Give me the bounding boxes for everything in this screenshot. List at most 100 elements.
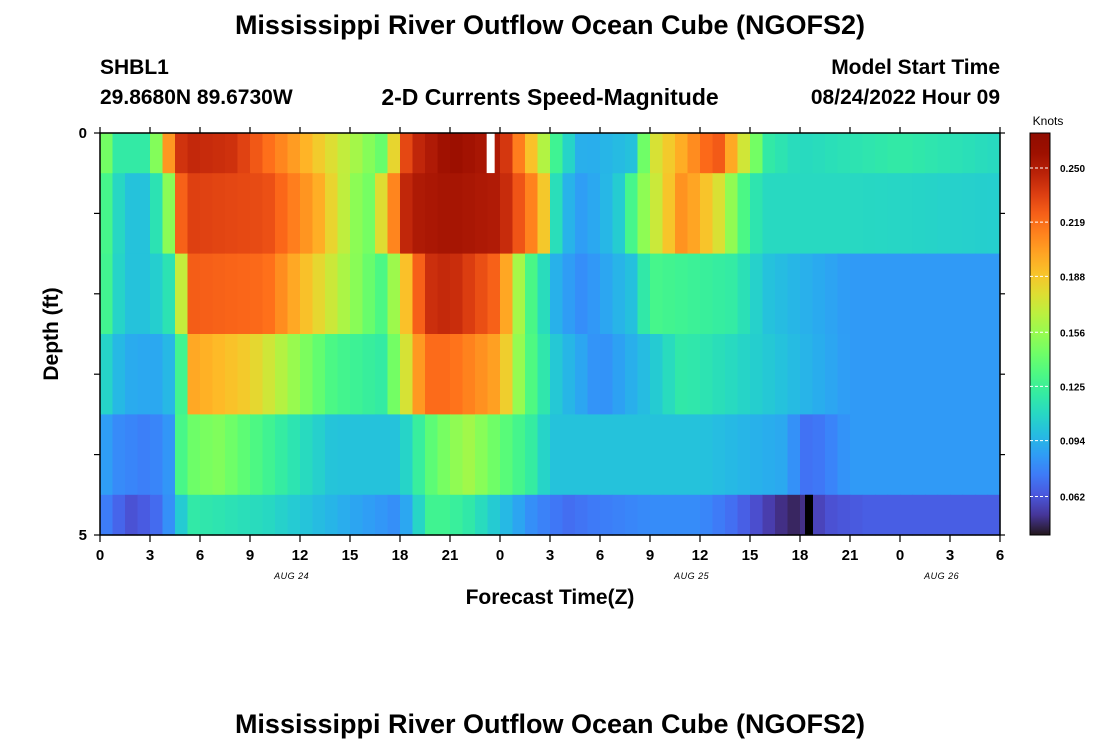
x-tick-label: 6 bbox=[596, 547, 604, 564]
heatmap-cell bbox=[400, 414, 414, 496]
heatmap-cell bbox=[300, 334, 314, 415]
heatmap-cell bbox=[750, 414, 764, 496]
heatmap-cell bbox=[487, 494, 501, 536]
heatmap-cell bbox=[912, 173, 926, 255]
heatmap-cell bbox=[575, 414, 589, 496]
heatmap-cell bbox=[162, 414, 176, 496]
heatmap-cell bbox=[375, 494, 389, 536]
heatmap-cell bbox=[275, 494, 289, 536]
heatmap-cell bbox=[625, 494, 639, 536]
heatmap-cell bbox=[162, 133, 176, 174]
heatmap-cell bbox=[975, 334, 989, 415]
heatmap-cell bbox=[250, 133, 264, 174]
heatmap-cell bbox=[987, 494, 1001, 536]
heatmap-cell bbox=[200, 494, 214, 536]
heatmap-cell bbox=[487, 414, 501, 496]
heatmap-cell bbox=[100, 133, 114, 174]
heatmap-cell bbox=[712, 334, 726, 415]
heatmap-cell bbox=[362, 133, 376, 174]
heatmap-cell bbox=[637, 133, 651, 174]
heatmap-cell bbox=[850, 133, 864, 174]
heatmap-cell bbox=[737, 414, 751, 496]
x-tick-label: 18 bbox=[392, 547, 409, 564]
heatmap-cell bbox=[287, 133, 301, 174]
heatmap-cell bbox=[275, 253, 289, 335]
heatmap-cell bbox=[462, 133, 476, 174]
heatmap-cell bbox=[512, 494, 526, 536]
heatmap-cell bbox=[725, 414, 739, 496]
heatmap-cell bbox=[687, 334, 701, 415]
colorbar-tick-label: 0.062 bbox=[1060, 493, 1085, 504]
heatmap-cell bbox=[412, 414, 426, 496]
heatmap-cell bbox=[737, 494, 751, 536]
heatmap-cell bbox=[612, 334, 626, 415]
heatmap-cell bbox=[125, 414, 139, 496]
heatmap-cell bbox=[887, 173, 901, 255]
heatmap-cell bbox=[700, 494, 714, 536]
heatmap-cell bbox=[687, 253, 701, 335]
heatmap-cell bbox=[612, 253, 626, 335]
x-tick-label: 0 bbox=[96, 547, 104, 564]
date-label: AUG 24 bbox=[273, 571, 309, 581]
heatmap-cell bbox=[700, 133, 714, 174]
heatmap-cell bbox=[450, 334, 464, 415]
heatmap-cell bbox=[437, 414, 451, 496]
heatmap-cell bbox=[337, 334, 351, 415]
heatmap-cell bbox=[362, 334, 376, 415]
heatmap-cell bbox=[712, 133, 726, 174]
heatmap-cell bbox=[762, 133, 776, 174]
heatmap-cell bbox=[387, 173, 401, 255]
heatmap-cell bbox=[662, 253, 676, 335]
heatmap-cell bbox=[512, 334, 526, 415]
heatmap-cell bbox=[762, 253, 776, 335]
heatmap-cell bbox=[825, 253, 839, 335]
heatmap-cell bbox=[837, 133, 851, 174]
heatmap-cell bbox=[462, 414, 476, 496]
heatmap-cell bbox=[937, 494, 951, 536]
heatmap-cell bbox=[612, 494, 626, 536]
heatmap-cell bbox=[900, 494, 914, 536]
heatmap-cell bbox=[662, 133, 676, 174]
heatmap-cell bbox=[175, 414, 189, 496]
heatmap-cell bbox=[200, 133, 214, 174]
heatmap-cell bbox=[875, 173, 889, 255]
heatmap-cell bbox=[950, 494, 964, 536]
heatmap-cell bbox=[300, 133, 314, 174]
heatmap-cell bbox=[900, 133, 914, 174]
model-start-label: Model Start Time bbox=[831, 56, 1000, 79]
x-tick-label: 3 bbox=[146, 547, 154, 564]
heatmap-cell bbox=[500, 414, 514, 496]
heatmap-cell bbox=[262, 253, 276, 335]
heatmap-cell bbox=[225, 334, 239, 415]
heatmap-cell bbox=[850, 173, 864, 255]
heatmap-cell bbox=[900, 173, 914, 255]
heatmap-cell bbox=[687, 133, 701, 174]
x-tick-label: 9 bbox=[646, 547, 654, 564]
heatmap-cell bbox=[337, 173, 351, 255]
heatmap-cell bbox=[762, 173, 776, 255]
heatmap-cell bbox=[125, 494, 139, 536]
heatmap-cell bbox=[987, 414, 1001, 496]
heatmap-cell bbox=[137, 253, 151, 335]
heatmap-cell bbox=[812, 133, 826, 174]
heatmap-cell bbox=[475, 414, 489, 496]
heatmap-cell bbox=[300, 253, 314, 335]
heatmap-cell bbox=[512, 173, 526, 255]
heatmap-cell bbox=[225, 494, 239, 536]
heatmap-cell bbox=[462, 173, 476, 255]
heatmap-cell bbox=[962, 334, 976, 415]
heatmap-cell bbox=[650, 133, 664, 174]
heatmap-cell bbox=[825, 133, 839, 174]
heatmap-cell bbox=[312, 173, 326, 255]
heatmap-cell bbox=[712, 173, 726, 255]
heatmap-cell bbox=[250, 494, 264, 536]
heatmap-cell bbox=[925, 133, 939, 174]
heatmap-cell bbox=[175, 253, 189, 335]
date-labels: AUG 24 AUG 25 AUG 26 bbox=[273, 571, 959, 581]
heatmap-cell bbox=[512, 414, 526, 496]
colorbar-gradient bbox=[1029, 132, 1051, 536]
heatmap-cell bbox=[862, 494, 876, 536]
heatmap-cell bbox=[150, 414, 164, 496]
heatmap-cell bbox=[850, 414, 864, 496]
heatmap-cell bbox=[700, 334, 714, 415]
